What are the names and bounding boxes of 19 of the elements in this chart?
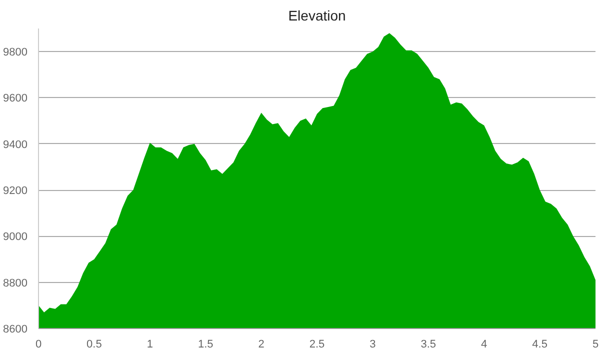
y-tick-label: 9400 <box>3 138 28 151</box>
y-tick-label: 9000 <box>3 231 28 244</box>
x-tick-label: 5 <box>592 338 599 350</box>
x-tick-label: 4 <box>481 338 488 350</box>
y-tick-label: 8600 <box>3 324 28 336</box>
chart-title: Elevation <box>288 8 346 24</box>
y-tick-label: 9200 <box>3 185 28 198</box>
x-tick-label: 0 <box>35 338 42 350</box>
y-tick-label: 9800 <box>3 46 28 59</box>
x-tick-label: 3 <box>370 338 376 350</box>
y-tick-label: 8800 <box>3 277 28 290</box>
x-tick-label: 3.5 <box>420 338 436 350</box>
x-tick-label: 2.5 <box>309 338 325 350</box>
x-tick-label: 1.5 <box>198 338 214 350</box>
y-tick-label: 9600 <box>3 92 28 105</box>
x-tick-label: 4.5 <box>532 338 548 350</box>
x-tick-label: 2 <box>258 338 264 350</box>
x-tick-label: 1 <box>146 338 153 350</box>
x-tick-label: 0.5 <box>86 338 102 350</box>
